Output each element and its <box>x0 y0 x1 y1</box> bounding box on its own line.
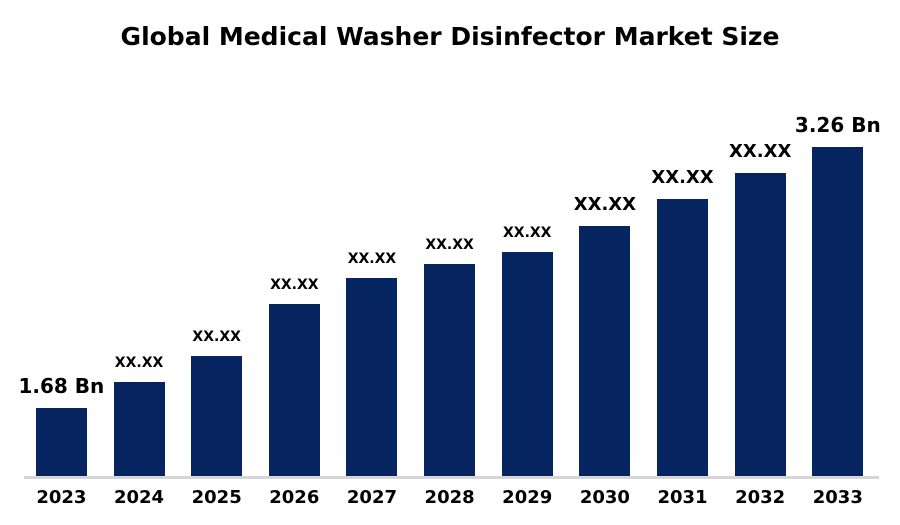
bar-value-label-2029: XX.XX <box>502 225 552 241</box>
x-axis-tick-label-2027: 2027 <box>346 487 398 508</box>
bar-group-2033: 3.26 Bn 2033 <box>795 115 881 507</box>
bar-group-2027: XX.XX 2027 <box>346 252 398 507</box>
bar-2031 <box>657 199 709 476</box>
bar-group-2031: XX.XX 2031 <box>651 169 713 507</box>
bar-2032 <box>734 173 786 476</box>
bar-2025 <box>191 356 243 476</box>
bar-group-2028: XX.XX 2028 <box>424 238 476 507</box>
bar-2030 <box>579 226 631 476</box>
bar-2024 <box>113 382 165 476</box>
bar-2027 <box>346 278 398 476</box>
bar-value-label-2031: XX.XX <box>651 167 714 188</box>
bar-group-2030: XX.XX 2030 <box>574 196 636 507</box>
bar-group-2024: XX.XX 2024 <box>113 356 165 507</box>
x-axis-tick-label-2032: 2032 <box>735 487 786 508</box>
x-axis-line <box>24 476 879 479</box>
x-axis-tick-label-2033: 2033 <box>812 487 863 508</box>
bar-2023 <box>35 408 87 476</box>
bar-group-2023: 1.68 Bn 2023 <box>18 376 104 507</box>
bar-value-label-2026: XX.XX <box>270 277 319 293</box>
x-axis-tick-label-2028: 2028 <box>424 487 475 508</box>
x-axis-tick-label-2025: 2025 <box>191 487 242 508</box>
bar-group-2029: XX.XX 2029 <box>501 226 553 507</box>
bar-value-label-2023: 1.68 Bn <box>18 374 105 398</box>
bar-2026 <box>268 304 320 476</box>
bar-value-label-2032: XX.XX <box>728 141 792 162</box>
x-axis-tick-label-2026: 2026 <box>269 487 320 508</box>
bar-value-label-2024: XX.XX <box>114 355 164 371</box>
bar-group-2026: XX.XX 2026 <box>268 278 320 507</box>
bar-group-2025: XX.XX 2025 <box>191 330 243 507</box>
bar-2028 <box>424 264 476 476</box>
chart-title: Global Medical Washer Disinfector Market… <box>120 22 780 51</box>
bar-value-label-2027: XX.XX <box>347 251 397 267</box>
x-axis-tick-label-2024: 2024 <box>113 487 165 508</box>
bar-value-label-2025: XX.XX <box>192 329 241 345</box>
bar-2029 <box>501 252 553 476</box>
x-axis-tick-label-2031: 2031 <box>657 487 708 508</box>
bar-value-label-2033: 3.26 Bn <box>794 113 881 137</box>
x-axis-tick-label-2029: 2029 <box>502 487 553 508</box>
x-axis-tick-label-2030: 2030 <box>579 487 630 508</box>
bar-value-label-2030: XX.XX <box>573 194 637 215</box>
bar-value-label-2028: XX.XX <box>425 237 474 253</box>
bar-2033 <box>812 147 864 476</box>
x-axis-tick-label-2023: 2023 <box>36 487 87 508</box>
bar-group-2032: XX.XX 2032 <box>729 143 791 507</box>
